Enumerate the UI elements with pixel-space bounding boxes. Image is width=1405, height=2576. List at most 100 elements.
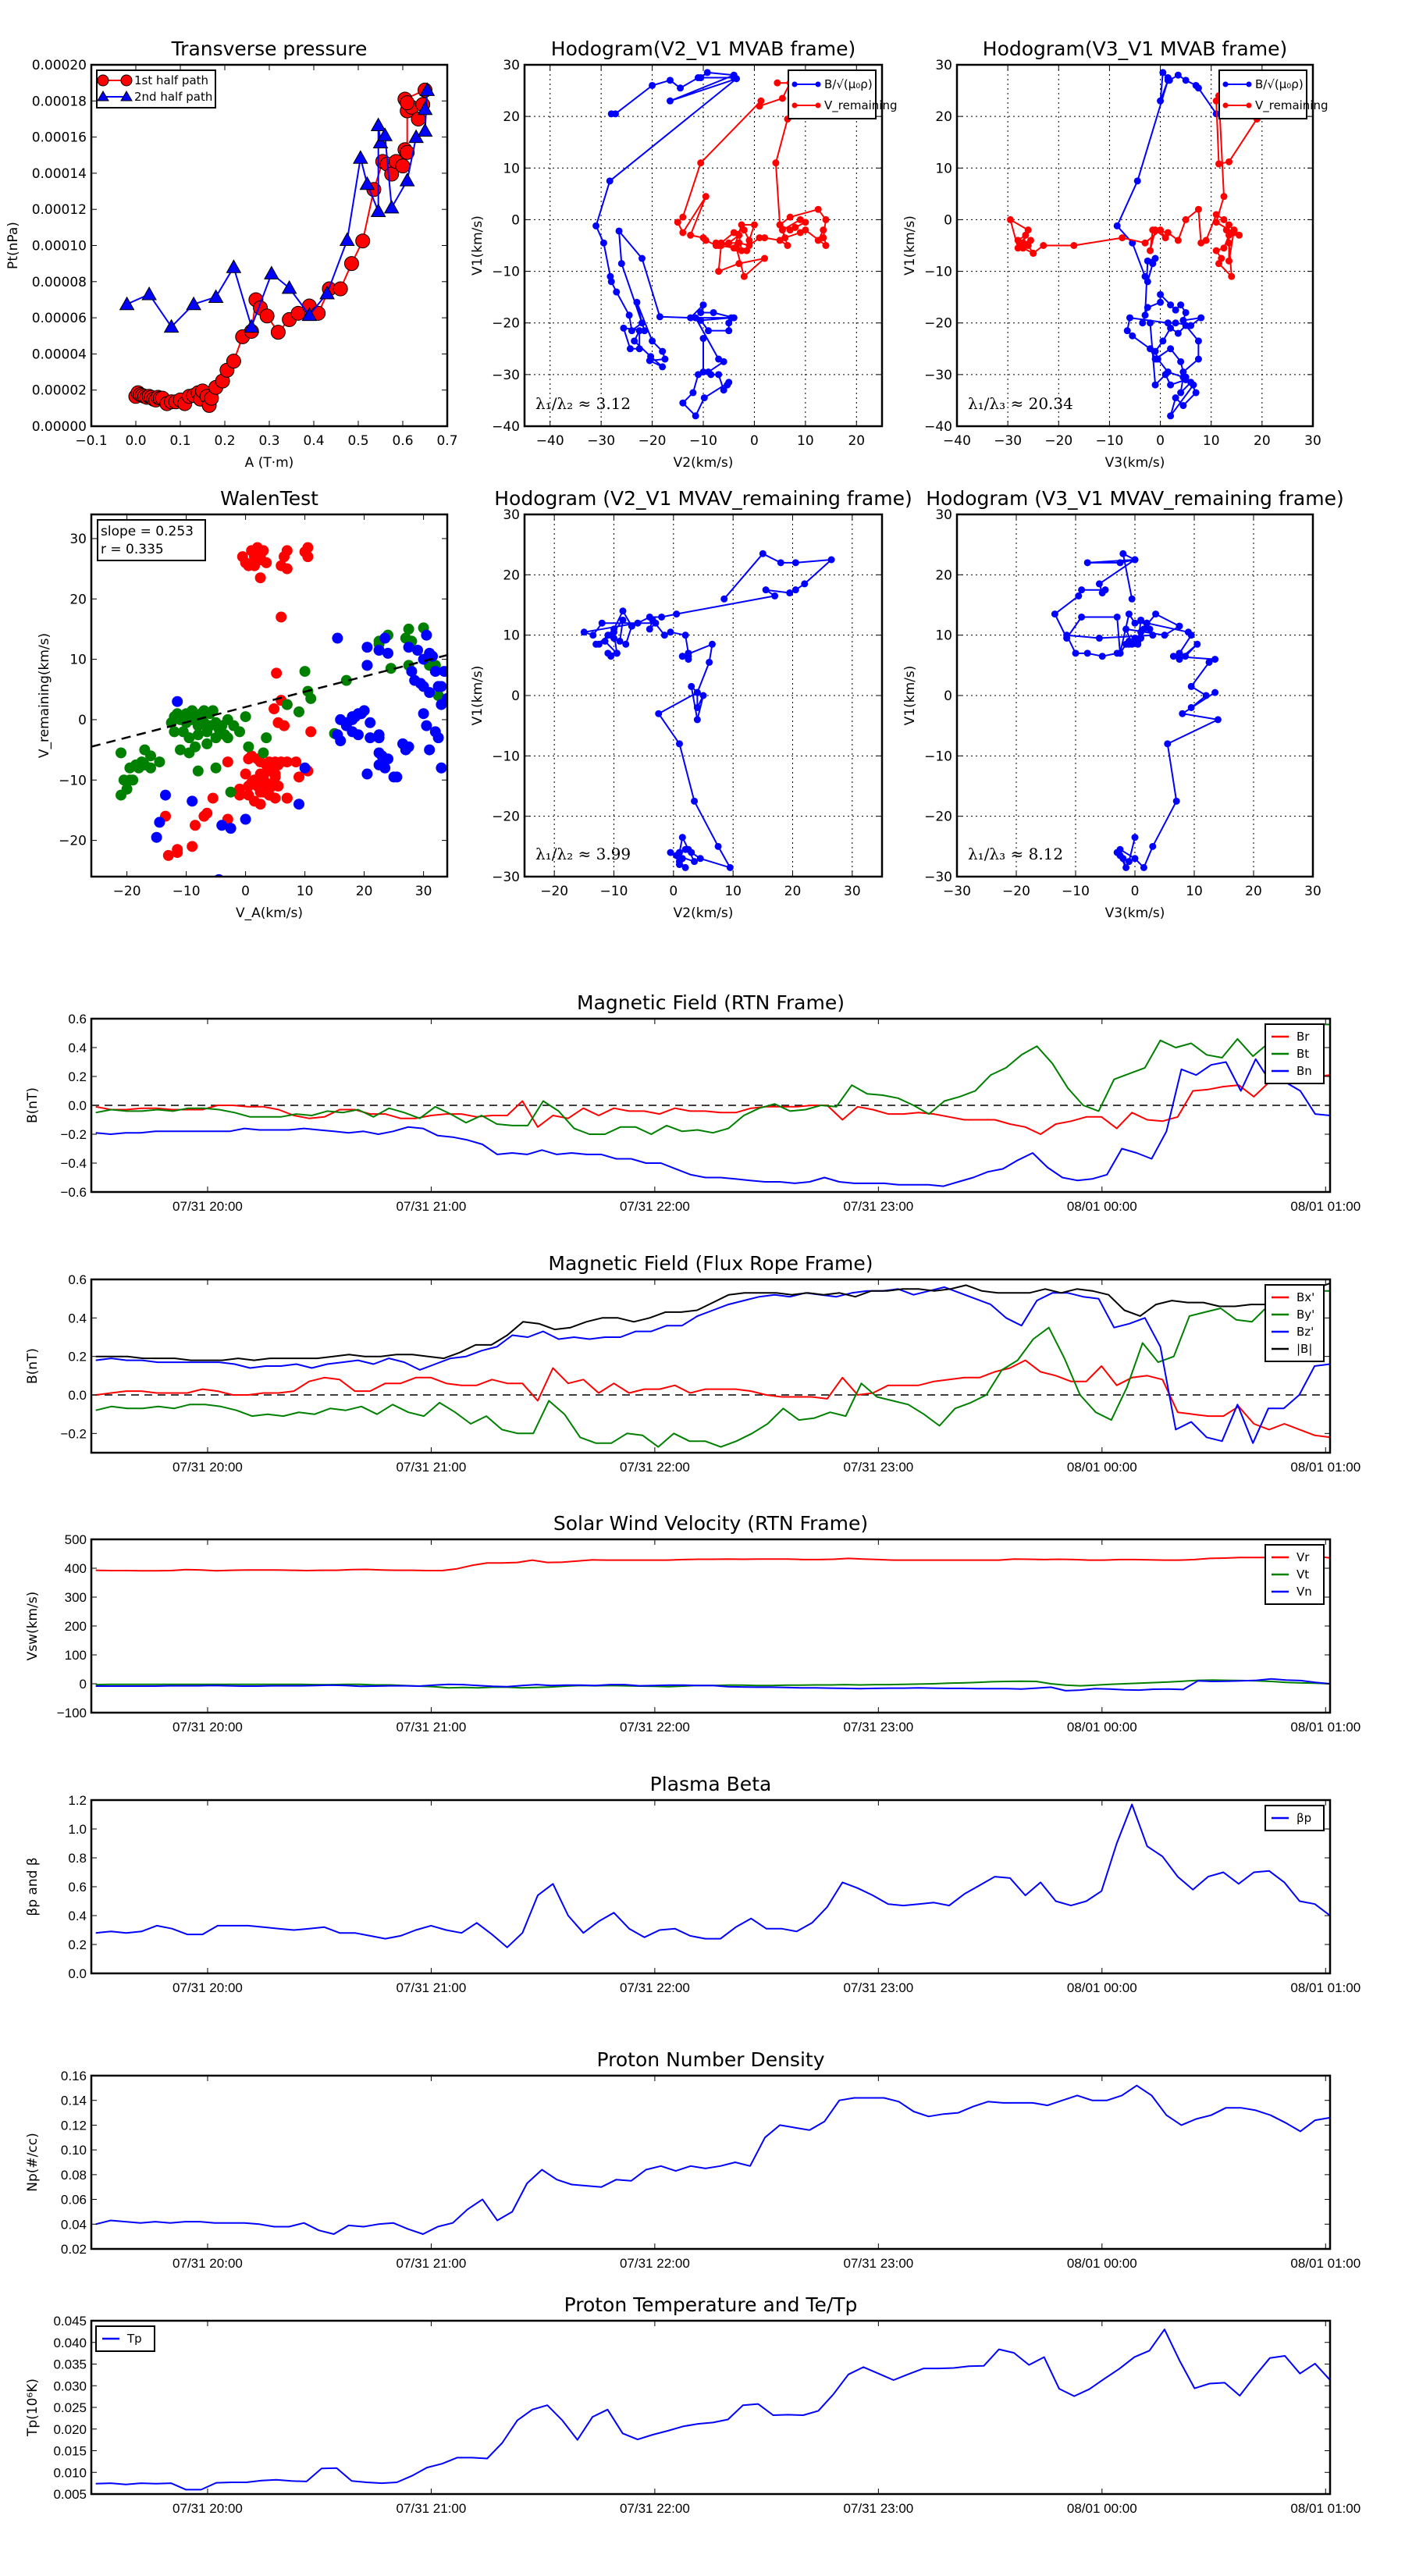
walen-slope-text: slope = 0.253 (101, 524, 194, 539)
hodo4-ytick-label: 0 (944, 688, 952, 704)
bfr-legend: Bx' By' Bz' |B| (1264, 1284, 1325, 1362)
tp-axes-frame (90, 2319, 1332, 2496)
hodo3-point (598, 619, 606, 627)
hodo4-point (1072, 649, 1080, 657)
walen-point-red (222, 756, 233, 768)
walen-ytick-label: 20 (69, 592, 87, 607)
hodo3-xtick-label: −20 (540, 884, 568, 899)
pt-point-2nd-half (301, 307, 318, 322)
hodo2-point (1026, 237, 1034, 244)
walen-point-red (302, 551, 314, 563)
hodo2-point (1230, 226, 1238, 234)
hodo2-point (1040, 242, 1048, 249)
hodo3-ytick-label: −30 (492, 870, 520, 885)
hodo2-legend-label: V_remaining (1255, 98, 1329, 113)
walen-point-blue (365, 717, 376, 728)
hodo2-point (1164, 76, 1172, 84)
np-series-np (95, 2084, 1330, 2235)
hodo1-point (761, 234, 769, 242)
hodo1-point (615, 227, 623, 235)
hodo3-point (720, 595, 728, 603)
hodo3-xlabel: V2(km/s) (674, 906, 734, 921)
walen-point-blue (379, 762, 391, 774)
hodo2-ytick-label: 0 (944, 212, 952, 228)
brtn-xtick-label: 07/31 21:00 (397, 1199, 467, 1214)
hodo1-point (796, 229, 804, 237)
walen-point-green (293, 706, 304, 717)
walen-point-blue (172, 696, 183, 707)
chart-walen-test: WalenTest −20 −10 0 10 20 30 −20 −10 0 10 20 30 V_A(k… (37, 487, 449, 921)
tp-ytick-label: 0.035 (53, 2357, 87, 2372)
hodo1-point (814, 205, 822, 213)
walen-point-red (272, 781, 284, 792)
beta-legend-label: βp (1297, 1811, 1311, 1825)
walen-point-blue (429, 726, 441, 738)
hodo1-legend-marker (815, 81, 821, 87)
hodo1-point (626, 345, 634, 353)
hodo4-point (1119, 550, 1127, 557)
hodo1-point (631, 337, 638, 345)
hodo4-xlabel: V3(km/s) (1105, 906, 1165, 921)
beta-legend-box (1264, 1805, 1325, 1831)
hodo4-ytick-label: 30 (935, 507, 952, 523)
walen-xtick-label: 30 (415, 884, 432, 899)
hodo1-ytick-label: 30 (503, 58, 520, 73)
hodo3-point (693, 703, 701, 711)
walen-point-red (305, 726, 317, 738)
hodo2-point (1172, 306, 1179, 314)
hodo1-point (638, 319, 646, 327)
hodo1-point (822, 215, 830, 223)
hodo3-point (610, 635, 617, 642)
pt-title: Transverse pressure (171, 37, 368, 60)
hodo2-point (1119, 234, 1126, 242)
walen-point-red (302, 542, 314, 553)
hodo3-point (726, 863, 734, 871)
np-axes-frame (90, 2074, 1332, 2250)
pt-xtick-label: 0.7 (436, 433, 457, 449)
hodo2-point (1197, 239, 1205, 247)
hodo3-point (667, 628, 674, 636)
hodo4-point (1128, 595, 1136, 603)
hodo2-point (1167, 412, 1175, 420)
hodo3-point (777, 559, 784, 567)
walen-point-red (281, 792, 293, 804)
hodo3-ytick-label: 0 (511, 688, 520, 704)
hodo1-point (679, 229, 687, 237)
vsw-ylabel: Vsw(km/s) (25, 1592, 41, 1661)
hodo4-point (1211, 688, 1219, 696)
hodo1-point (606, 177, 614, 185)
walen-point-blue (439, 666, 447, 678)
walen-fit-line (91, 653, 447, 748)
hodo1-point (820, 226, 827, 234)
hodo3-point (649, 616, 656, 624)
beta-ytick-label: 0.6 (68, 1880, 87, 1895)
hodo1-point (697, 159, 705, 167)
hodo1-eigen-ratio: λ₁/λ₂ ≈ 3.12 (535, 394, 631, 413)
hodo2-point (1220, 244, 1228, 252)
hodo3-point (613, 649, 621, 657)
np-ylabel: Np(#/cc) (25, 2133, 41, 2191)
beta-xtick-label: 08/01 00:00 (1067, 1980, 1137, 1995)
tp-ytick-label: 0.030 (53, 2379, 87, 2393)
hodo1-point (697, 308, 705, 316)
hodo2-point (1126, 314, 1133, 322)
hodo4-point (1140, 625, 1147, 633)
hodo3-point (696, 855, 704, 863)
walen-point-red (240, 768, 251, 780)
hodo1-point (635, 345, 643, 353)
hodo2-ytick-label: −40 (924, 419, 952, 435)
pt-point-1st-half (259, 308, 275, 324)
walen-point-red (254, 572, 266, 584)
hodo1-point (689, 389, 697, 397)
hodo4-point (1095, 635, 1103, 642)
hodo1-point (613, 288, 621, 296)
hodo1-point (725, 239, 733, 247)
vsw-legend: Vr Vt Vn (1264, 1544, 1325, 1605)
pt-point-2nd-half (370, 203, 386, 218)
hodo1-point (641, 327, 649, 335)
walen-point-blue (373, 729, 385, 741)
bfr-legend-box (1264, 1284, 1325, 1362)
hodo1-point (745, 237, 753, 244)
bfr-title: Magnetic Field (Flux Rope Frame) (548, 1252, 873, 1275)
hodo1-point (697, 74, 705, 82)
